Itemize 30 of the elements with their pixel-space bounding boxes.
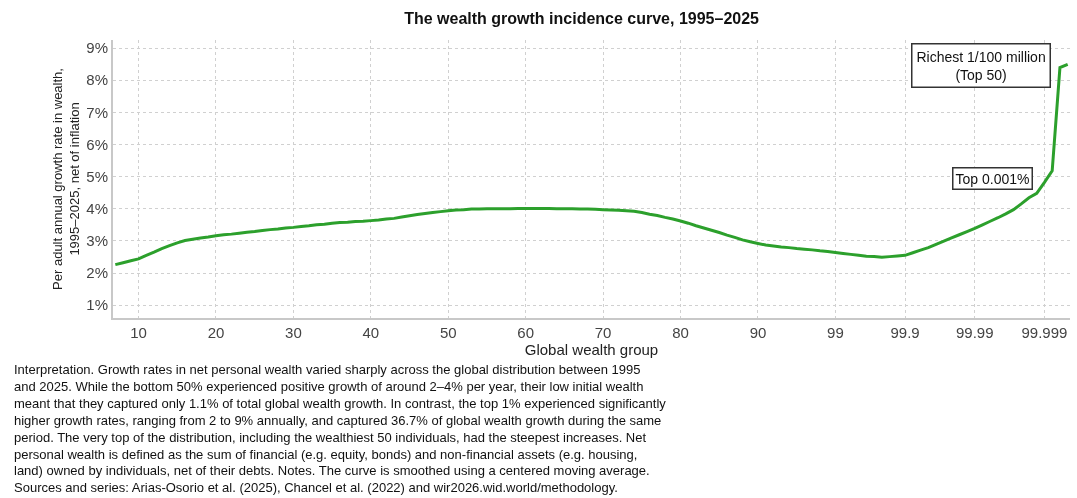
y-tick-label: 7% [86, 103, 108, 121]
x-tick-label: 20 [207, 324, 225, 341]
line-series [113, 62, 1070, 267]
annotation: Top 0.001% [955, 170, 1030, 187]
x-tick-label: 60 [517, 324, 535, 341]
x-tick-label: 90 [749, 324, 767, 341]
x-tick-label: 80 [672, 324, 689, 341]
x-tick-label: 70 [594, 324, 612, 341]
x-tick-label: 99.9 [890, 324, 920, 341]
y-axis-title: Per adult annual growth rate in wealth, 1995–2025, net of inflation [49, 68, 82, 290]
text: Interpretation. Growth rates in net personal wealth varied sharply across the global distribution between 1995 and 2025. While the bottom 50% experienced positive growth of around 2–4% per year, their low initial wealth meant that they captured only 1.1% of total global wealth growth. In contrast, the top 1% experienced significantly higher growth rates, ranging from 2 to 9% annually, and captured 36.7% of global wealth growth during the same period. The very top of the distribution, including the wealthiest 50 individuals, had the steepest increases. Net personal wealth is defined as the sum of financial (e.g. equity, bonds) and non-financial assets (e.g. housing, land) owned by individuals, net of their debts. Notes. The curve is smoothed using a centered moving average. [14, 362, 667, 479]
annotation: Richest 1/100 million (Top 50) [916, 48, 1046, 83]
y-tick-label: 5% [86, 167, 108, 185]
x-tick-label: 30 [285, 324, 302, 341]
y-tick-label: 3% [86, 232, 108, 250]
x-tick-label: 99 [827, 324, 844, 341]
chart-title: The wealth growth incidence curve, 1995–2025 [404, 9, 760, 27]
x-tick-label: 40 [362, 324, 380, 341]
x-axis-title: Global wealth group [524, 341, 659, 358]
x-tick-label: 50 [439, 324, 457, 341]
x-tick-label: 99.99 [955, 324, 994, 341]
y-tick-label: 2% [86, 264, 108, 282]
y-tick-label: 8% [86, 71, 108, 89]
y-tick-label: 4% [86, 199, 108, 217]
x-tick-label: 99.999 [1021, 324, 1068, 341]
x-tick-label: 10 [130, 324, 147, 341]
y-tick-label: 1% [86, 296, 108, 314]
source-note: Sources and series: Arias-Osorio et al. (2025), Chancel et al. (2022) and wir2026.wid.world/methodology. [14, 480, 618, 495]
y-tick-label: 9% [86, 39, 108, 57]
y-tick-label: 6% [86, 135, 108, 153]
